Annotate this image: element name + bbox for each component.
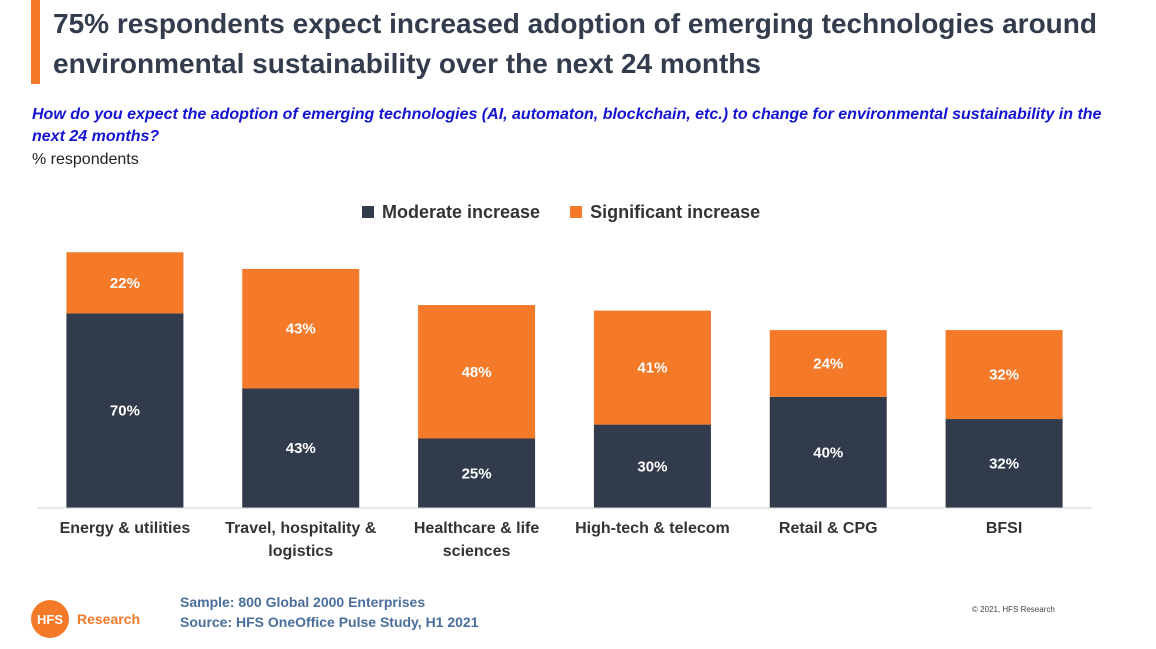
sample-source-note: Sample: 800 Global 2000 Enterprises Sour… [180,592,479,632]
category-label-0: Energy & utilities [60,520,191,537]
logo-mark: HFS [31,600,69,638]
legend-swatch-significant [570,206,583,218]
title-accent-bar [31,0,40,84]
survey-question: How do you expect the adoption of emergi… [32,106,1102,145]
data-label-moderate-2: 25% [462,465,492,482]
data-label-moderate-0: 70% [110,403,140,420]
legend-label-moderate: Moderate increase [382,201,541,222]
legend-label-significant: Significant increase [590,201,761,222]
data-label-significant-3: 41% [637,360,667,377]
hfs-logo: HFS Research [31,600,140,638]
stacked-bar-chart: 70% 22% Energy & utilities 43% 43% Travel, ho… [37,252,1092,560]
bar-moderate-0 [66,313,184,508]
category-label-5: BFSI [986,520,1022,537]
data-label-significant-5: 32% [989,367,1019,384]
unit-label: % respondents [32,151,139,168]
sample-text: Sample: 800 Global 2000 Enterprises [180,594,426,610]
category-label-3: High-tech & telecom [575,520,730,537]
bar-significant-3 [593,310,711,425]
logo-text: Research [77,611,141,627]
data-label-significant-0: 22% [110,275,140,292]
data-label-significant-2: 48% [462,364,492,381]
data-label-moderate-1: 43% [286,440,316,457]
data-label-moderate-3: 30% [637,458,667,475]
bar-significant-1 [242,268,360,389]
category-label-2: Healthcare & life sciences [414,520,539,560]
chart-legend: Moderate increase Significant increase [362,200,790,224]
data-label-significant-4: 24% [813,355,843,372]
bar-moderate-4 [769,396,887,508]
legend-swatch-moderate [362,206,374,218]
category-label-4: Retail & CPG [779,520,878,537]
bar-moderate-3 [593,424,711,508]
bar-significant-2 [418,305,536,439]
data-label-moderate-5: 32% [989,456,1019,473]
data-label-moderate-4: 40% [813,444,843,461]
bar-moderate-2 [418,438,536,508]
bar-significant-5 [945,330,1063,420]
bar-moderate-5 [945,419,1063,508]
category-label-1: Travel, hospitality & logistics [225,520,377,560]
legend-item-moderate: Moderate increase [362,202,540,223]
legend-item-significant: Significant increase [570,202,760,223]
bar-significant-0 [66,252,184,314]
data-label-significant-1: 43% [286,321,316,338]
bar-significant-4 [769,330,887,397]
copyright: © 2021, HFS Research [972,605,1055,614]
page-title: 75% respondents expect increased adoptio… [53,8,1097,79]
source-text: Source: HFS OneOffice Pulse Study, H1 20… [180,614,479,630]
bar-moderate-1 [242,388,360,508]
